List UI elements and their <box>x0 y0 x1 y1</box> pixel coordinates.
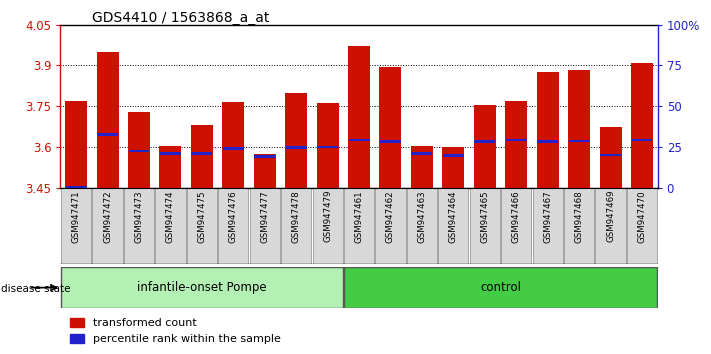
Text: GSM947467: GSM947467 <box>543 190 552 242</box>
Bar <box>631 63 653 188</box>
Bar <box>317 145 338 148</box>
Text: GSM947462: GSM947462 <box>386 190 395 242</box>
Bar <box>316 103 338 188</box>
Bar <box>191 125 213 188</box>
Text: GSM947470: GSM947470 <box>638 190 646 242</box>
Text: GSM947465: GSM947465 <box>481 190 489 242</box>
Bar <box>218 188 248 264</box>
Bar <box>187 188 217 264</box>
Text: GSM947471: GSM947471 <box>72 190 80 242</box>
Bar <box>348 46 370 188</box>
Bar <box>65 101 87 188</box>
Text: disease state: disease state <box>1 284 71 293</box>
Bar <box>407 188 437 264</box>
Bar <box>61 267 343 308</box>
Bar <box>156 188 186 264</box>
Bar <box>599 127 621 188</box>
Bar <box>569 139 589 142</box>
Bar <box>438 188 469 264</box>
Text: GSM947479: GSM947479 <box>323 190 332 242</box>
Bar <box>600 154 621 156</box>
Bar <box>124 188 154 264</box>
Bar <box>254 154 276 188</box>
Bar <box>348 139 370 142</box>
Bar <box>223 147 244 150</box>
Bar <box>411 145 433 188</box>
Bar <box>533 188 562 264</box>
Text: GSM947478: GSM947478 <box>292 190 301 242</box>
Bar <box>128 112 150 188</box>
Bar <box>344 267 657 308</box>
Bar <box>344 188 374 264</box>
Bar <box>160 152 181 155</box>
Bar <box>61 188 91 264</box>
Bar <box>223 102 245 188</box>
Bar <box>255 155 275 158</box>
Bar <box>380 67 402 188</box>
Bar <box>470 188 500 264</box>
Bar <box>97 52 119 188</box>
Bar <box>506 101 528 188</box>
Bar <box>191 152 213 155</box>
Text: GSM947468: GSM947468 <box>574 190 584 242</box>
Text: GSM947476: GSM947476 <box>229 190 237 242</box>
Bar <box>250 188 280 264</box>
Bar <box>595 188 626 264</box>
Bar <box>627 188 657 264</box>
Bar <box>65 186 87 189</box>
Bar <box>443 154 464 157</box>
Bar <box>631 139 653 142</box>
Text: GSM947472: GSM947472 <box>103 190 112 242</box>
Bar <box>501 188 531 264</box>
Bar <box>568 70 590 188</box>
Bar <box>537 72 559 188</box>
Bar <box>285 93 307 188</box>
Bar <box>412 152 432 155</box>
Bar <box>92 188 123 264</box>
Text: GSM947463: GSM947463 <box>417 190 427 242</box>
Bar <box>380 140 401 143</box>
Text: GSM947474: GSM947474 <box>166 190 175 242</box>
Text: infantile-onset Pompe: infantile-onset Pompe <box>137 281 267 294</box>
Text: GSM947469: GSM947469 <box>606 190 615 242</box>
Bar <box>313 188 343 264</box>
Legend: transformed count, percentile rank within the sample: transformed count, percentile rank withi… <box>66 313 285 348</box>
Text: GSM947464: GSM947464 <box>449 190 458 242</box>
Bar <box>159 145 181 188</box>
Text: GSM947473: GSM947473 <box>134 190 144 242</box>
Bar <box>538 140 558 143</box>
Bar <box>564 188 594 264</box>
Bar <box>375 188 405 264</box>
Bar <box>442 147 464 188</box>
Bar <box>129 150 149 152</box>
Text: GSM947461: GSM947461 <box>355 190 363 242</box>
Bar <box>286 146 306 149</box>
Bar <box>97 133 118 136</box>
Bar <box>474 105 496 188</box>
Bar <box>474 140 496 143</box>
Text: GSM947475: GSM947475 <box>198 190 206 242</box>
Text: GSM947466: GSM947466 <box>512 190 520 242</box>
Text: GSM947477: GSM947477 <box>260 190 269 242</box>
Text: GDS4410 / 1563868_a_at: GDS4410 / 1563868_a_at <box>92 11 269 25</box>
Text: control: control <box>480 281 521 294</box>
Bar <box>281 188 311 264</box>
Bar <box>506 139 527 142</box>
